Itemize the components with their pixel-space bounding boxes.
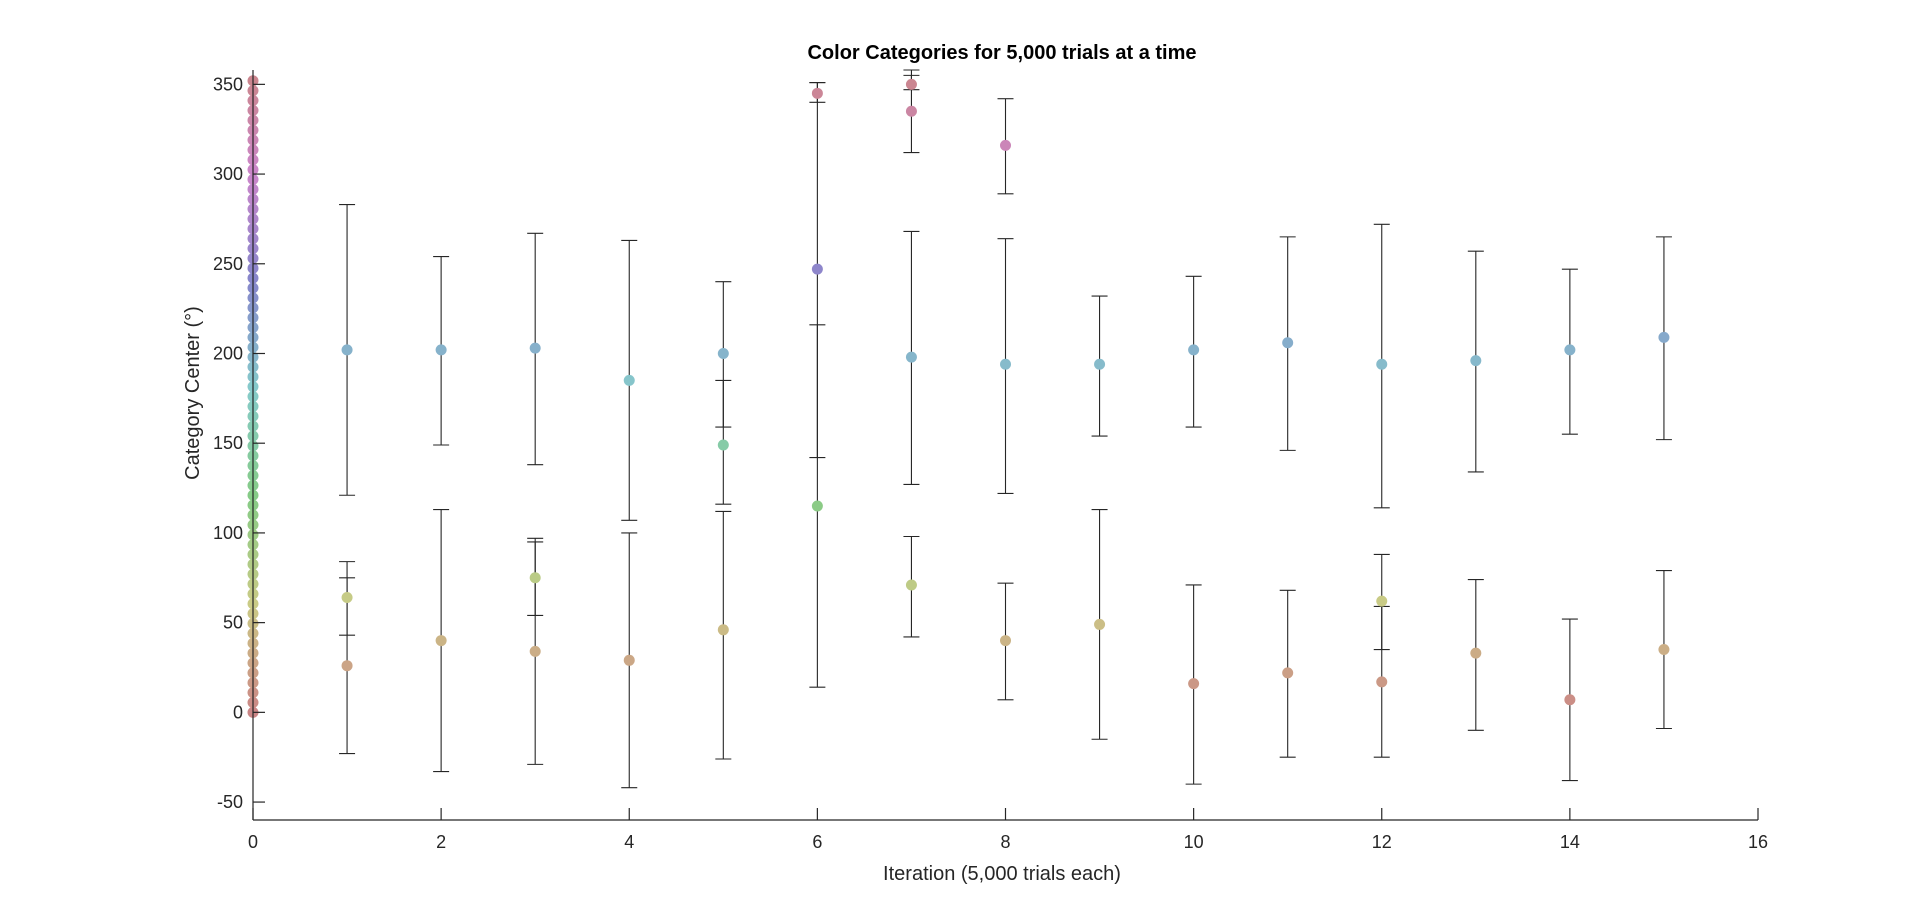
- y-tick-label: 100: [213, 523, 243, 543]
- y-tick-label: 200: [213, 343, 243, 363]
- data-point: [341, 344, 353, 356]
- x-tick-label: 0: [248, 832, 258, 852]
- y-tick-label: 350: [213, 74, 243, 94]
- data-point: [529, 342, 541, 354]
- x-tick-label: 12: [1372, 832, 1392, 852]
- data-point: [905, 78, 917, 90]
- data-point: [623, 374, 635, 386]
- y-tick-label: -50: [217, 792, 243, 812]
- data-point: [529, 645, 541, 657]
- y-tick-label: 50: [223, 613, 243, 633]
- data-point: [1658, 331, 1670, 343]
- x-tick-label: 8: [1000, 832, 1010, 852]
- y-axis-label: Category Center (°): [182, 306, 204, 480]
- data-point: [1188, 344, 1200, 356]
- data-point: [1658, 644, 1670, 656]
- data-point: [1470, 355, 1482, 367]
- y-tick-label: 300: [213, 164, 243, 184]
- data-point: [1282, 667, 1294, 679]
- data-point: [1000, 358, 1011, 370]
- data-point: [1094, 618, 1106, 630]
- data-point: [1000, 139, 1011, 151]
- data-point: [435, 635, 447, 647]
- data-point: [1188, 678, 1200, 690]
- data-point: [1376, 595, 1388, 607]
- data-point: [1376, 676, 1388, 688]
- y-tick-label: 150: [213, 433, 243, 453]
- x-tick-label: 16: [1748, 832, 1768, 852]
- x-tick-label: 4: [624, 832, 634, 852]
- x-tick-label: 10: [1184, 832, 1204, 852]
- data-point: [1282, 337, 1294, 349]
- data-points: [341, 78, 1670, 706]
- data-point: [1564, 344, 1576, 356]
- data-point: [341, 592, 353, 604]
- data-point: [905, 351, 917, 363]
- y-tick-label: 250: [213, 254, 243, 274]
- data-point: [529, 572, 541, 584]
- data-point: [1376, 358, 1388, 370]
- data-point: [341, 660, 353, 672]
- data-point: [811, 87, 823, 99]
- plot-area: [247, 69, 1672, 789]
- data-point: [717, 624, 729, 636]
- data-point: [717, 439, 729, 451]
- data-point: [717, 347, 729, 359]
- y-tick-label: 0: [233, 702, 243, 722]
- error-bars: [339, 69, 1672, 789]
- data-point: [1564, 694, 1576, 706]
- data-point: [623, 654, 635, 666]
- data-point: [1470, 647, 1482, 659]
- data-point: [811, 263, 823, 275]
- x-tick-label: 14: [1560, 832, 1580, 852]
- x-tick-label: 6: [812, 832, 822, 852]
- data-point: [811, 500, 823, 512]
- x-axis-label: Iteration (5,000 trials each): [883, 863, 1121, 885]
- x-tick-label: 2: [436, 832, 446, 852]
- chart-title: Color Categories for 5,000 trials at a t…: [807, 42, 1196, 64]
- data-point: [905, 105, 917, 117]
- data-point: [435, 344, 447, 356]
- data-point: [905, 579, 917, 591]
- data-point: [1094, 358, 1106, 370]
- data-point: [1000, 635, 1011, 647]
